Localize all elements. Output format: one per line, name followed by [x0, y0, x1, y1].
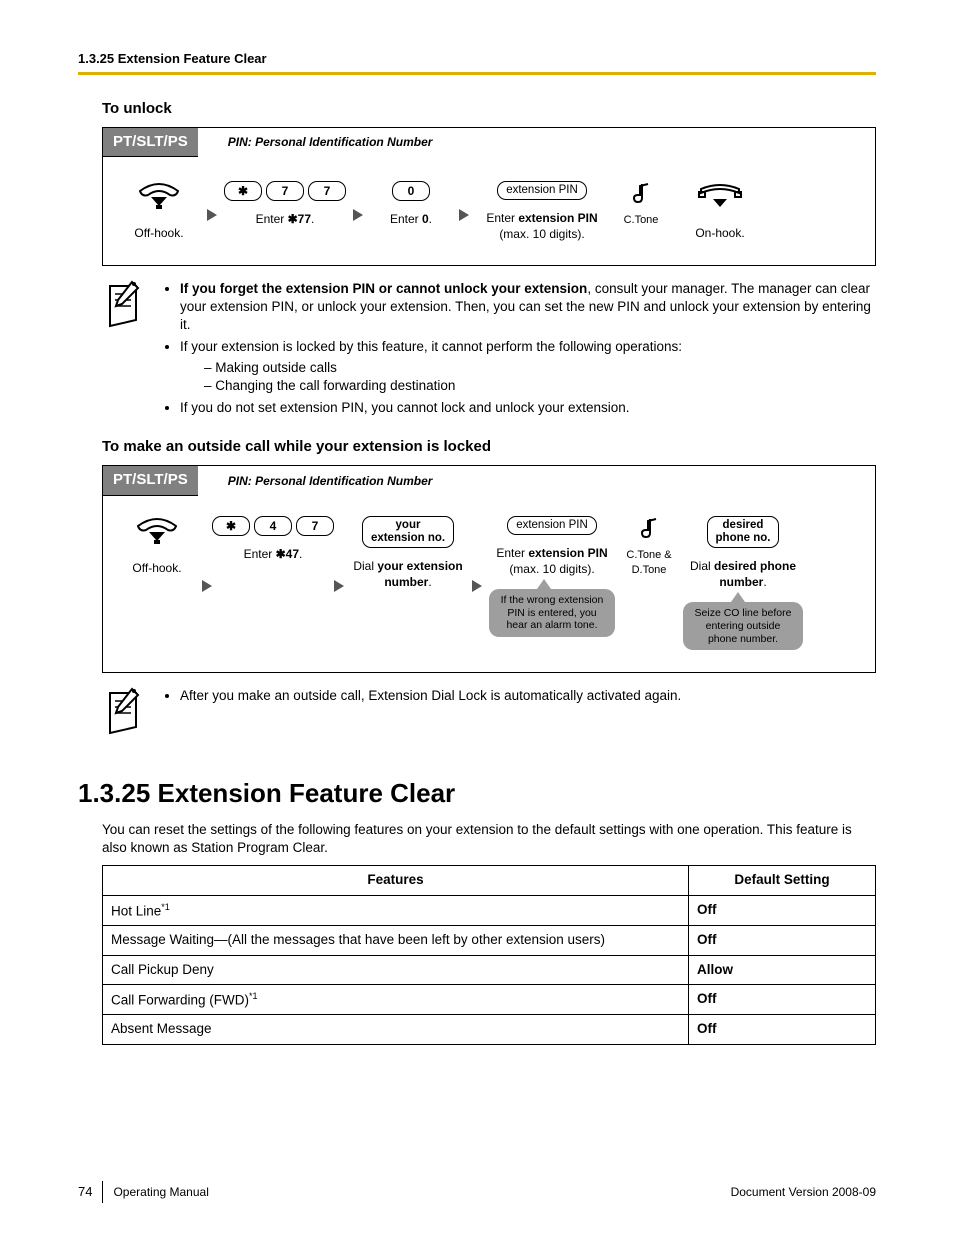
- cell-feature: Absent Message: [103, 1015, 689, 1044]
- enter-0-label: Enter 0.: [390, 211, 432, 227]
- softkey-your-ext: yourextension no.: [362, 516, 454, 548]
- notepad-icon: [102, 687, 146, 740]
- offhook-label: Off-hook.: [134, 225, 183, 241]
- note-block: If you forget the extension PIN or canno…: [102, 280, 876, 422]
- softkey-ext-pin: extension PIN: [507, 516, 597, 535]
- table-row: Absent MessageOff: [103, 1015, 876, 1044]
- cell-feature: Call Pickup Deny: [103, 955, 689, 984]
- ctone-dtone-label: C.Tone & D.Tone: [621, 548, 677, 578]
- arrow-icon: [351, 207, 365, 223]
- softkey-ext-pin: extension PIN: [497, 181, 587, 200]
- cell-default: Off: [689, 1015, 876, 1044]
- header-rule: [78, 72, 876, 75]
- doc-version: Document Version 2008-09: [731, 1184, 876, 1200]
- cell-default: Off: [689, 926, 876, 955]
- th-features: Features: [103, 866, 689, 895]
- hint-co: Seize CO line before entering outside ph…: [683, 602, 803, 650]
- manual-name: Operating Manual: [113, 1184, 208, 1200]
- enter-47-label: Enter ✱47.: [244, 546, 303, 562]
- proc-unlock: PT/SLT/PS PIN: Personal Identification N…: [102, 127, 876, 266]
- features-table: Features Default Setting Hot Line*1OffMe…: [102, 865, 876, 1044]
- cell-default: Off: [689, 984, 876, 1015]
- cell-feature: Message Waiting—(All the messages that h…: [103, 926, 689, 955]
- onhook-icon: [695, 181, 745, 215]
- ext-pin-label: Enter extension PIN (max. 10 digits).: [496, 545, 607, 577]
- your-ext-label: Dial your extension number.: [351, 558, 465, 590]
- table-row: Call Forwarding (FWD)*1Off: [103, 984, 876, 1015]
- arrow-icon: [201, 578, 213, 594]
- arrow-icon: [205, 207, 219, 223]
- note-block: After you make an outside call, Extensio…: [102, 687, 876, 740]
- cell-feature: Hot Line*1: [103, 895, 689, 926]
- offhook-icon: [136, 181, 182, 215]
- key-7: 7: [308, 181, 346, 201]
- subhead-unlock: To unlock: [102, 99, 876, 119]
- page-header: 1.3.25 Extension Feature Clear: [78, 50, 876, 68]
- key-7: 7: [296, 516, 334, 536]
- table-row: Call Pickup DenyAllow: [103, 955, 876, 984]
- ctone-label: C.Tone: [624, 213, 659, 228]
- arrow-icon: [333, 578, 345, 594]
- pin-note: PIN: Personal Identification Number: [198, 469, 433, 493]
- arrow-icon: [457, 207, 471, 223]
- arrow-icon: [471, 578, 483, 594]
- hint-pin: If the wrong extension PIN is entered, y…: [489, 589, 615, 637]
- enter-77-label: Enter ✱77.: [256, 211, 315, 227]
- pin-note: PIN: Personal Identification Number: [198, 130, 433, 154]
- offhook-icon: [134, 516, 180, 550]
- table-row: Hot Line*1Off: [103, 895, 876, 926]
- notepad-icon: [102, 280, 146, 422]
- key-0: 0: [392, 181, 430, 201]
- cell-feature: Call Forwarding (FWD)*1: [103, 984, 689, 1015]
- subhead-outside: To make an outside call while your exten…: [102, 437, 876, 457]
- table-row: Message Waiting—(All the messages that h…: [103, 926, 876, 955]
- softkey-desired: desiredphone no.: [707, 516, 780, 548]
- cell-default: Off: [689, 895, 876, 926]
- tone-icon: [630, 181, 652, 211]
- desired-label: Dial desired phone number.: [683, 558, 803, 590]
- badge-ptsltps: PT/SLT/PS: [103, 466, 198, 495]
- section-title: 1.3.25 Extension Feature Clear: [78, 776, 876, 811]
- proc-outside: PT/SLT/PS PIN: Personal Identification N…: [102, 465, 876, 673]
- page-number: 74: [78, 1183, 92, 1201]
- key-7: 7: [266, 181, 304, 201]
- cell-default: Allow: [689, 955, 876, 984]
- notes-list: After you make an outside call, Extensio…: [162, 687, 681, 740]
- section-intro: You can reset the settings of the follow…: [102, 821, 876, 857]
- badge-ptsltps: PT/SLT/PS: [103, 128, 198, 157]
- th-default: Default Setting: [689, 866, 876, 895]
- onhook-label: On-hook.: [695, 225, 744, 241]
- notes-list: If you forget the extension PIN or canno…: [162, 280, 876, 422]
- offhook-label: Off-hook.: [132, 560, 181, 576]
- key-star: ✱: [212, 516, 250, 536]
- key-4: 4: [254, 516, 292, 536]
- ext-pin-label: Enter extension PIN (max. 10 digits).: [486, 210, 597, 242]
- page-footer: 74 Operating Manual Document Version 200…: [78, 1181, 876, 1203]
- tone-icon: [638, 516, 660, 546]
- key-star: ✱: [224, 181, 262, 201]
